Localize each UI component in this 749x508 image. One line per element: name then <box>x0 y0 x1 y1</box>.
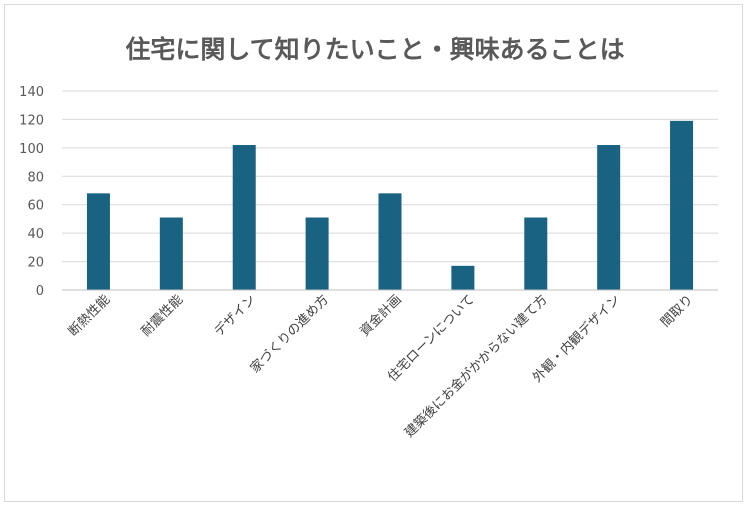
bar <box>305 217 329 290</box>
y-tick-label: 0 <box>36 284 44 299</box>
bar <box>378 193 402 290</box>
y-tick-label: 140 <box>19 85 44 100</box>
category-label: 家づくりの進め方 <box>247 292 332 377</box>
y-tick-label: 40 <box>27 227 44 242</box>
bar <box>451 265 475 290</box>
category-label: 資金計画 <box>357 292 405 340</box>
bars <box>86 120 694 290</box>
category-label: 建築後にお金がかからない建て方 <box>401 292 550 441</box>
y-axis-ticks: 0 20 40 60 80 100 120 140 <box>19 85 44 299</box>
y-tick-label: 20 <box>27 256 44 271</box>
category-label: デザイン <box>211 292 259 340</box>
y-tick-label: 100 <box>19 142 44 157</box>
category-label: 断熱性能 <box>66 292 113 339</box>
bar <box>524 217 548 290</box>
y-tick-label: 80 <box>27 170 44 185</box>
chart-title: 住宅に関して知りたいこと・興味あることは <box>125 35 624 64</box>
bar <box>159 217 183 290</box>
y-tick-label: 60 <box>27 199 44 214</box>
y-tick-label: 120 <box>19 113 44 128</box>
category-label: 間取り <box>658 292 696 330</box>
bar <box>86 193 110 290</box>
bar <box>597 145 621 290</box>
bar <box>670 120 694 290</box>
category-label: 耐震性能 <box>139 292 186 339</box>
bar <box>232 145 256 290</box>
